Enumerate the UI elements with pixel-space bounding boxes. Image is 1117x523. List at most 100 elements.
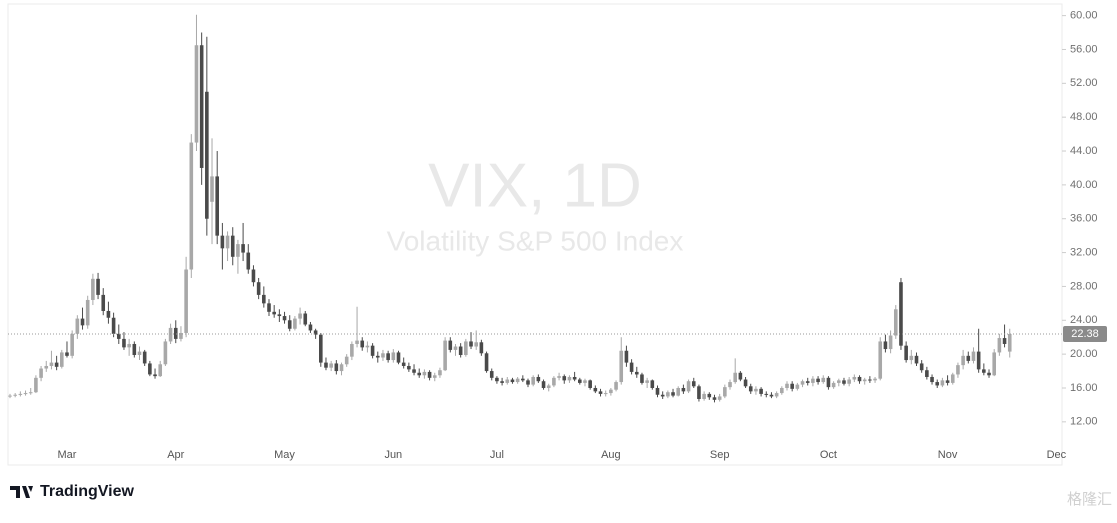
candle-body [531,376,535,385]
candle-body [199,45,204,168]
candle-body [666,392,670,397]
candle-body [536,376,541,382]
candle-body [614,382,618,390]
candle-body [236,244,240,257]
candle-body [329,363,333,368]
candle-body [826,377,831,388]
candle-body [205,91,209,219]
candle-body [971,351,976,361]
candle-body [691,381,696,387]
candle-body [453,346,458,350]
candle-body [598,391,603,394]
candle-body [743,379,748,387]
x-tick-label: Dec [1047,449,1067,461]
candle-body [365,345,370,348]
candle-body [800,381,805,385]
candle-body [764,393,769,395]
candle-body [650,380,655,388]
candle-body [686,381,691,392]
candle-body [339,364,344,372]
candle-body [655,387,660,395]
candle-body [458,346,463,355]
candle-body [262,294,266,304]
candle-body [811,378,815,383]
candle-body [831,382,836,388]
candle-body [334,363,339,372]
y-tick-label: 48.00 [1070,111,1098,123]
candle-body [194,45,199,143]
candle-body [220,235,225,249]
candle-body [142,351,147,364]
candle-body [225,235,230,249]
y-tick-label: 44.00 [1070,145,1098,157]
candle-body [137,351,142,355]
candle-body [748,386,753,392]
candle-body [588,380,592,388]
candle-body [210,176,214,202]
candle-body [738,372,743,380]
candle-body [65,352,69,356]
y-tick-label: 24.00 [1070,314,1098,326]
candle-body [956,365,960,375]
candle-body [277,314,282,317]
candle-body [1007,333,1012,352]
candle-body [49,362,54,366]
logo-icon [10,486,33,498]
candle-body [60,352,64,367]
candle-body [557,376,561,378]
candle-body [795,384,800,389]
candle-body [241,244,245,253]
last-price-box [1063,325,1107,342]
corner-watermark: 格隆汇 [1067,491,1112,508]
candle-body [790,383,794,389]
candle-body [987,372,991,376]
y-tick-label: 32.00 [1070,246,1098,258]
candle-body [44,365,49,369]
candle-body [702,393,706,399]
candle-body [39,368,43,378]
candle-body [360,340,365,348]
candle-body [754,388,758,392]
candle-body [324,362,328,368]
candle-body [645,380,649,383]
candle-body [106,310,111,318]
candle-body [148,363,152,375]
candle-body [526,380,530,385]
candle-body [230,235,235,257]
candle-body [412,369,416,373]
candle-body [158,364,163,377]
candle-body [91,278,95,300]
candle-body [267,303,271,312]
candle-body [375,355,380,358]
x-tick-label: Sep [710,449,730,461]
candle-body [344,356,349,365]
candle-body [893,309,898,336]
candle-body [676,387,681,396]
candle-body [495,377,499,382]
candle-body [780,387,784,394]
candle-body [298,313,302,319]
candle-body [774,393,779,397]
candle-body [438,370,442,376]
candle-body [54,362,59,367]
candle-body [868,379,872,381]
candle-body [624,350,629,363]
x-tick-label: Jul [490,449,504,461]
candle-body [489,371,494,378]
plot-frame [7,3,1063,466]
candle-body [583,380,587,383]
candle-body [370,345,375,356]
candle-body [578,379,582,383]
x-tick-label: Jun [384,449,402,461]
y-tick-label: 28.00 [1070,280,1098,292]
candle-body [821,377,826,383]
candle-body [707,393,712,398]
candle-body [355,340,359,344]
candle-body [992,352,996,376]
candle-body [857,376,862,382]
candle-body [432,375,437,378]
candle-body [168,327,173,342]
candle-body [712,397,717,400]
candle-body [717,396,722,400]
candle-body [484,353,489,372]
